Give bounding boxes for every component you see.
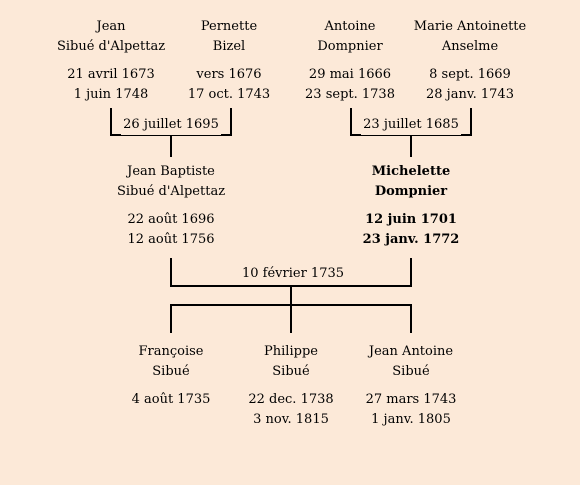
name-line2: Sibué — [152, 364, 190, 379]
birth-date: 21 avril 1673 — [67, 67, 155, 82]
person-pernette: Pernette Bizel vers 1676 17 oct. 1743 — [169, 17, 289, 105]
name-line2: Sibué — [272, 364, 310, 379]
death-date: 17 oct. 1743 — [187, 87, 271, 102]
birth-date: vers 1676 — [196, 67, 262, 82]
name-line2: Sibué d'Alpettaz — [56, 39, 166, 54]
name-line2: Anselme — [441, 39, 499, 54]
name-line1: Jean Antoine — [368, 344, 454, 359]
birth-date: 22 dec. 1738 — [248, 392, 334, 407]
name-line1: Marie Antoinette — [413, 19, 527, 34]
birth-date: 22 août 1696 — [127, 212, 215, 227]
birth-date: 4 août 1735 — [131, 392, 211, 407]
birth-date: 12 juin 1701 — [365, 212, 457, 227]
name-line1: Antoine — [324, 19, 376, 34]
death-date: 12 août 1756 — [127, 232, 215, 247]
marriage-date-center: 10 février 1735 — [236, 264, 350, 284]
person-antoine: Antoine Dompnier 29 mai 1666 23 sept. 17… — [290, 17, 410, 105]
name-line2: Sibué d'Alpettaz — [116, 184, 226, 199]
name-line1: Jean Baptiste — [127, 164, 215, 179]
death-date: 1 juin 1748 — [73, 87, 149, 102]
death-date: 28 janv. 1743 — [426, 87, 514, 102]
person-michelette: Michelette Dompnier 12 juin 1701 23 janv… — [346, 162, 476, 250]
name-line2: Dompnier — [374, 184, 448, 199]
name-line1: Michelette — [371, 164, 451, 179]
name-line1: Jean — [96, 19, 126, 34]
marriage-date-right: 23 juillet 1685 — [361, 115, 461, 135]
marriage-date-left: 26 juillet 1695 — [121, 115, 221, 135]
person-jean-antoine: Jean Antoine Sibué 27 mars 1743 1 janv. … — [346, 342, 476, 430]
name-line1: Philippe — [264, 344, 318, 359]
death-date: 23 sept. 1738 — [305, 87, 395, 102]
birth-date: 29 mai 1666 — [308, 67, 392, 82]
name-line1: Françoise — [138, 344, 204, 359]
name-line2: Dompnier — [317, 39, 383, 54]
person-marie-antoinette: Marie Antoinette Anselme 8 sept. 1669 28… — [405, 17, 535, 105]
name-line2: Bizel — [212, 39, 246, 54]
person-francoise: Françoise Sibué 4 août 1735 — [111, 342, 231, 410]
person-jean: Jean Sibué d'Alpettaz 21 avril 1673 1 ju… — [51, 17, 171, 105]
name-line1: Pernette — [200, 19, 258, 34]
person-philippe: Philippe Sibué 22 dec. 1738 3 nov. 1815 — [231, 342, 351, 430]
birth-date: 27 mars 1743 — [365, 392, 457, 407]
name-line2: Sibué — [392, 364, 430, 379]
death-date: 3 nov. 1815 — [253, 412, 329, 427]
person-jean-baptiste: Jean Baptiste Sibué d'Alpettaz 22 août 1… — [101, 162, 241, 250]
death-date: 23 janv. 1772 — [362, 232, 460, 247]
birth-date: 8 sept. 1669 — [429, 67, 511, 82]
death-date: 1 janv. 1805 — [371, 412, 451, 427]
